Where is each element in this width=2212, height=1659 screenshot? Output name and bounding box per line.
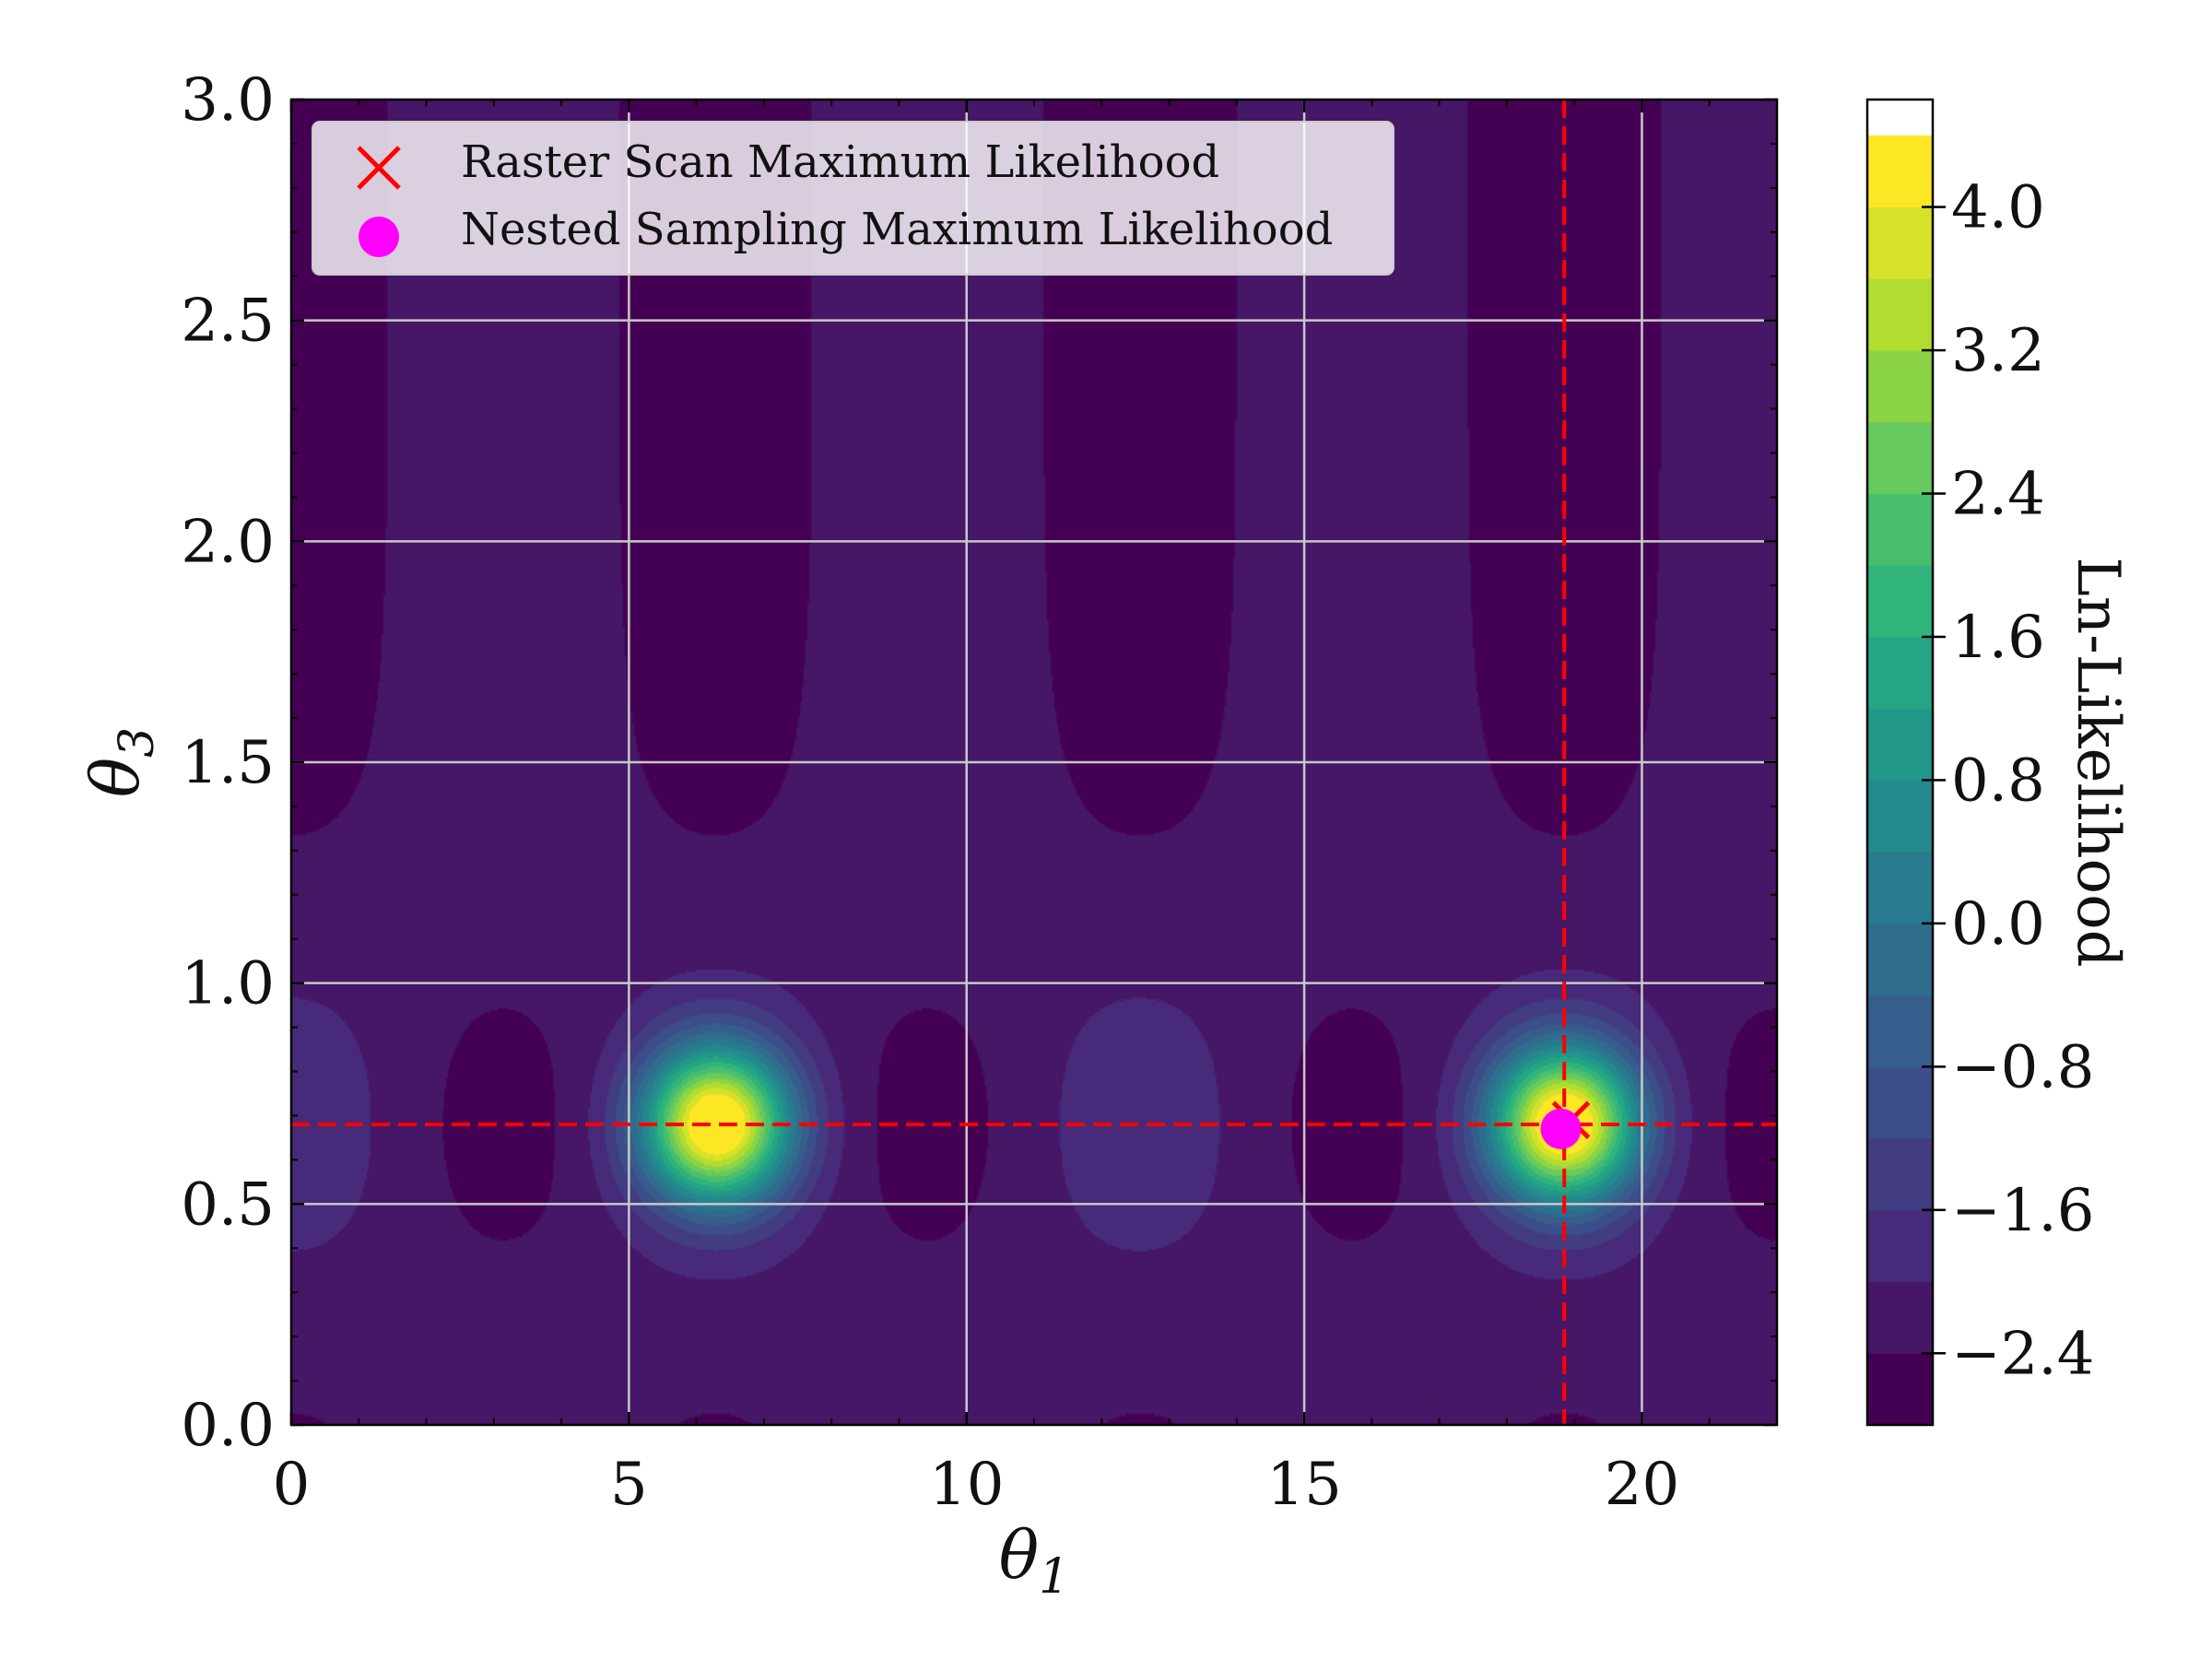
colorbar: −2.4 −1.6 −0.8 0.0 0.8 1.6 2.4 3.2 4.0 Ln-Likeli… <box>1865 98 2132 1427</box>
colorbar-tick-label: 1.6 <box>1951 604 2045 672</box>
colorbar-tick-label: 4.0 <box>1951 174 2045 242</box>
colorbar-band <box>1867 565 1933 638</box>
colorbar-band <box>1867 994 1933 1067</box>
colorbar-tick-label: 0.8 <box>1951 747 2045 815</box>
colorbar-band <box>1867 421 1933 495</box>
colorbar-bands <box>1867 135 1933 1426</box>
y-tick-label: 1.0 <box>181 950 275 1018</box>
x-axis-label: θ1 <box>999 1516 1069 1605</box>
legend-nested-marker <box>359 217 399 257</box>
y-tick-label: 2.0 <box>181 508 275 576</box>
colorbar-band <box>1867 636 1933 710</box>
colorbar-band <box>1867 1066 1933 1139</box>
colorbar-band <box>1867 780 1933 853</box>
colorbar-band <box>1867 708 1933 781</box>
colorbar-band <box>1867 852 1933 924</box>
colorbar-tick-label: 2.4 <box>1951 461 2045 529</box>
colorbar-frame <box>1865 98 1935 1427</box>
y-tick-label: 1.5 <box>181 729 275 797</box>
y-tick-label: 2.5 <box>181 288 275 356</box>
colorbar-label: Ln-Likelihood <box>2064 557 2132 967</box>
x-tick-label: 5 <box>610 1451 648 1519</box>
axis-ticks: 0 5 10 15 20 0.0 0.5 1.0 1.5 2.0 2.5 3.0 <box>181 66 1777 1519</box>
grid-lines <box>291 100 1777 1425</box>
colorbar-band <box>1867 1353 1933 1426</box>
colorbar-tick-label: 0.0 <box>1951 890 2045 959</box>
colorbar-band <box>1867 1209 1933 1283</box>
plot-area: 0 5 10 15 20 0.0 0.5 1.0 1.5 2.0 2.5 3.0 <box>181 66 1779 1519</box>
legend-box <box>312 121 1394 276</box>
legend-raster-marker <box>357 146 401 190</box>
y-tick-label: 0.5 <box>181 1171 275 1239</box>
colorbar-band <box>1867 350 1933 423</box>
y-axis-label: θ3 <box>76 727 165 797</box>
x-tick-label: 20 <box>1605 1451 1679 1519</box>
legend: Raster Scan Maximum Likelihood Nested Sa… <box>312 121 1394 276</box>
colorbar-tick-label: −2.4 <box>1951 1320 2094 1388</box>
x-tick-label: 15 <box>1266 1451 1341 1519</box>
x-tick-label: 0 <box>273 1451 311 1519</box>
colorbar-band <box>1867 493 1933 566</box>
y-tick-label: 3.0 <box>181 66 275 135</box>
colorbar-band <box>1867 1281 1933 1354</box>
y-tick-label: 0.0 <box>181 1392 275 1460</box>
colorbar-tick-label: 3.2 <box>1951 317 2045 385</box>
colorbar-band <box>1867 923 1933 996</box>
reference-lines <box>291 100 1777 1425</box>
markers <box>1540 1100 1591 1149</box>
nested-sampling-max-marker <box>1540 1108 1582 1149</box>
colorbar-tick-label: −1.6 <box>1951 1177 2094 1245</box>
colorbar-band <box>1867 135 1933 208</box>
colorbar-band <box>1867 278 1933 351</box>
colorbar-band <box>1867 1138 1933 1211</box>
colorbar-ticks: −2.4 −1.6 −0.8 0.0 0.8 1.6 2.4 3.2 4.0 <box>1922 174 2094 1388</box>
legend-raster-label: Raster Scan Maximum Likelihood <box>461 136 1219 188</box>
colorbar-tick-label: −0.8 <box>1951 1033 2094 1101</box>
colorbar-band <box>1867 206 1933 279</box>
legend-nested-label: Nested Sampling Maximum Likelihood <box>461 204 1333 255</box>
x-tick-label: 10 <box>929 1451 1004 1519</box>
